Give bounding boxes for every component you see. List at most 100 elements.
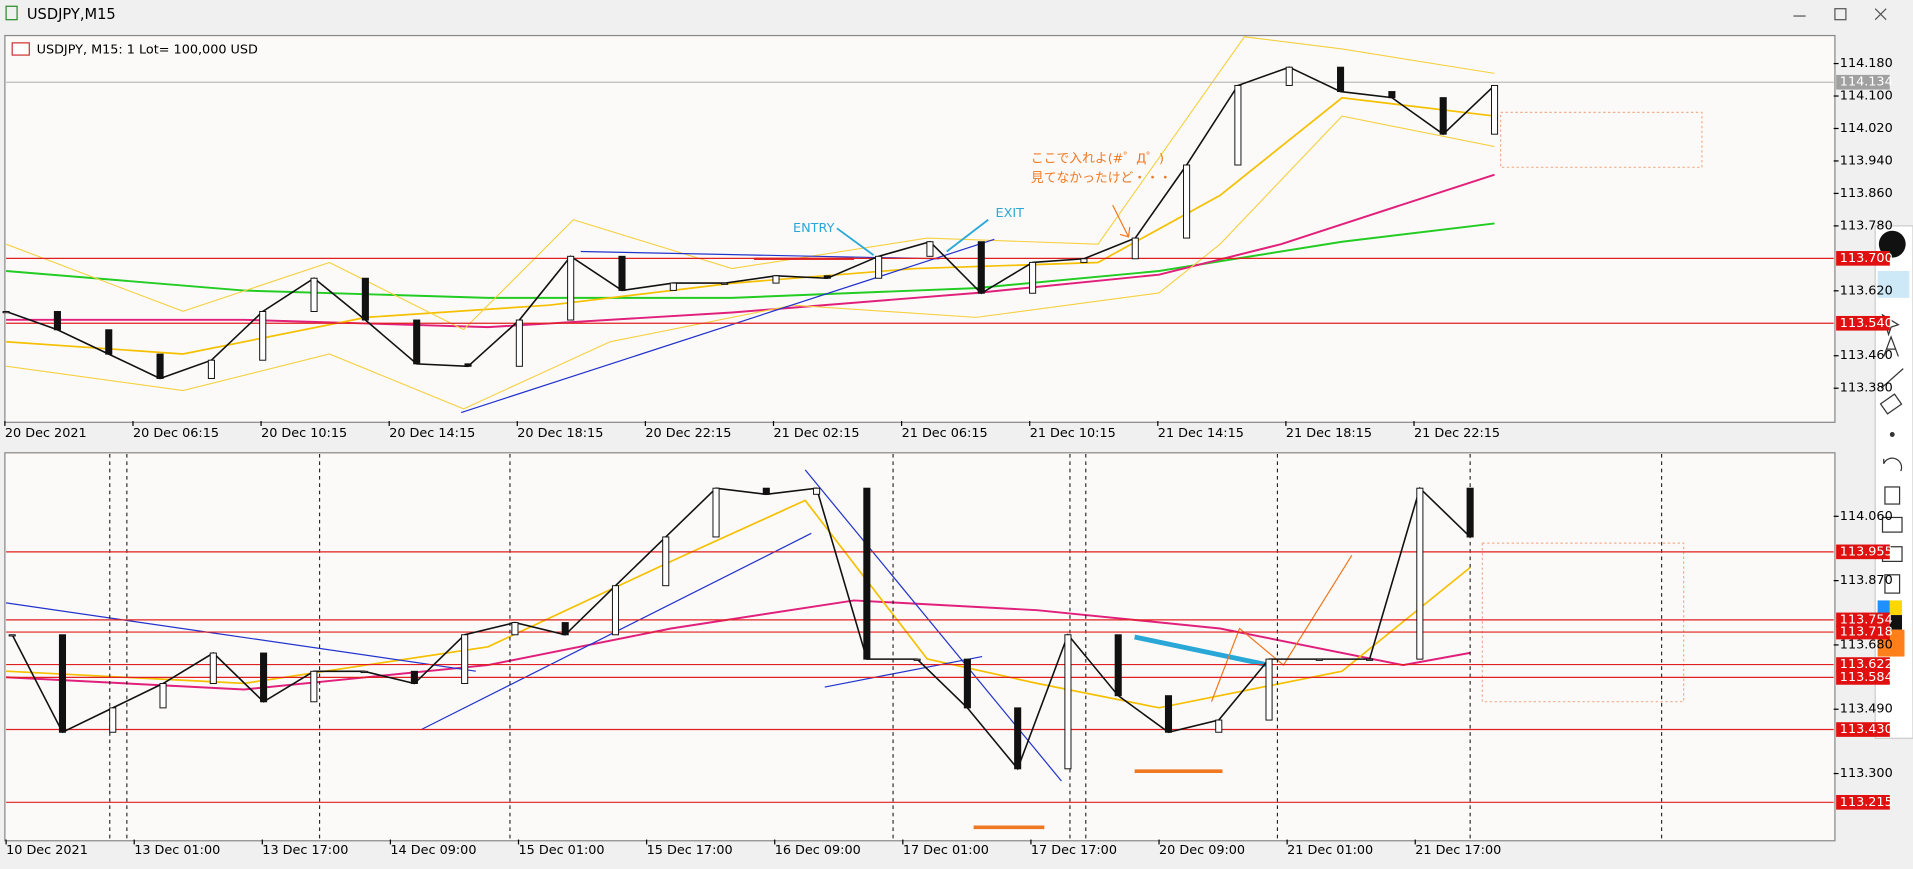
candle <box>260 652 268 703</box>
candle <box>1064 634 1072 770</box>
toolbar-delete[interactable] <box>1884 486 1901 505</box>
candle <box>1366 658 1374 661</box>
note-line: ここで入れよ(#゜Д゜) <box>1031 151 1164 166</box>
candle <box>207 359 215 379</box>
toolbar-undo[interactable] <box>1883 457 1903 472</box>
note-arrow <box>1112 204 1131 238</box>
x-tick-label: 20 Dec 22:15 <box>645 426 731 441</box>
candle <box>567 255 575 321</box>
candle <box>662 536 670 587</box>
level-label: 113.622 <box>1840 657 1893 672</box>
y-tick-label: 113.680 <box>1840 637 1893 652</box>
y-tick-label: 114.100 <box>1840 89 1893 104</box>
y-tick-label: 113.300 <box>1840 766 1893 781</box>
candle <box>310 670 318 703</box>
y-tick-label: 114.020 <box>1840 121 1893 136</box>
y-tick-label: 113.490 <box>1840 702 1893 717</box>
candle <box>1490 84 1499 135</box>
candle <box>863 487 871 660</box>
price-line <box>11 486 1471 771</box>
candle <box>1439 97 1447 135</box>
ma-green <box>6 222 1495 299</box>
drawing-toolbar <box>1874 225 1913 739</box>
toolbar-pin[interactable] <box>1878 230 1906 258</box>
x-tick-label: 20 Dec 06:15 <box>133 426 219 441</box>
current-price-tag <box>1836 74 1890 90</box>
x-tick-label: 21 Dec 18:15 <box>1286 426 1372 441</box>
level-tag <box>1836 624 1890 640</box>
candle <box>813 487 821 495</box>
candle <box>105 329 113 355</box>
candle <box>413 319 421 365</box>
level-label: 113.700 <box>1840 251 1893 266</box>
trend-line <box>824 655 983 688</box>
ma-magenta <box>6 173 1495 329</box>
candle <box>1014 707 1022 770</box>
x-tick-label: 20 Dec 18:15 <box>517 426 603 441</box>
toolbar-color[interactable] <box>1889 600 1903 616</box>
candle <box>209 652 217 684</box>
candle <box>611 585 620 636</box>
candle <box>159 683 167 709</box>
candle <box>1080 258 1088 263</box>
x-tick-label: 20 Dec 2021 <box>5 426 87 441</box>
toolbar-notes[interactable] <box>1884 574 1901 594</box>
toolbar-eye[interactable] <box>1877 271 1910 298</box>
y-tick-label: 114.060 <box>1840 509 1893 524</box>
toolbar-dot[interactable] <box>1889 432 1895 437</box>
x-tick-label: 10 Dec 2021 <box>6 843 88 858</box>
band-upper <box>5 36 1495 331</box>
toolbar-eraser[interactable] <box>1879 393 1903 415</box>
x-tick-label: 21 Dec 02:15 <box>773 426 859 441</box>
chart-header: USDJPY, M15: 1 Lot= 100,000 USD <box>37 43 258 58</box>
candle <box>360 670 368 674</box>
window-icon <box>5 5 18 21</box>
toolbar-line[interactable] <box>1880 368 1904 389</box>
ma-magenta <box>6 599 1471 691</box>
x-tick-label: 16 Dec 09:00 <box>775 843 861 858</box>
toolbar-print[interactable] <box>1881 516 1903 533</box>
candle <box>1466 487 1474 538</box>
candle <box>1114 634 1122 697</box>
price-line <box>5 66 1496 380</box>
ichimoku-cloud <box>1481 542 1685 703</box>
y-tick-label: 113.780 <box>1840 218 1893 233</box>
level-tag <box>1836 670 1890 685</box>
candle <box>109 707 117 733</box>
entry-arrow <box>836 227 875 256</box>
trend-line <box>6 602 476 672</box>
exit-arrow <box>946 219 989 253</box>
maximize-button[interactable] <box>1834 8 1847 21</box>
level-label: 113.718 <box>1840 625 1893 640</box>
candle <box>1131 237 1139 260</box>
x-tick-label: 21 Dec 06:15 <box>902 426 988 441</box>
candle <box>772 275 780 284</box>
level-tag <box>1836 722 1890 737</box>
candle <box>156 353 164 379</box>
candle <box>823 275 831 279</box>
candle <box>963 658 971 709</box>
candle <box>515 319 523 367</box>
candle <box>1416 487 1424 660</box>
window-title: USDJPY,M15 <box>27 6 116 23</box>
candle <box>8 634 16 637</box>
candle <box>913 658 921 661</box>
y-tick-label: 114.180 <box>1840 56 1893 71</box>
toolbar-color[interactable] <box>1889 615 1903 630</box>
close-button[interactable] <box>1874 8 1887 21</box>
y-tick-label: 113.870 <box>1840 573 1893 588</box>
y-tick-label: 113.620 <box>1840 283 1893 298</box>
x-tick-label: 21 Dec 22:15 <box>1414 426 1500 441</box>
toolbar-color[interactable] <box>1877 600 1890 616</box>
candle <box>1029 261 1037 294</box>
candle <box>926 241 934 257</box>
x-tick-label: 20 Dec 10:15 <box>261 426 347 441</box>
x-tick-label: 21 Dec 17:00 <box>1415 843 1501 858</box>
candle <box>58 634 67 733</box>
candle <box>762 487 770 495</box>
x-tick-label: 15 Dec 01:00 <box>519 843 605 858</box>
level-tag <box>1836 544 1890 560</box>
toolbar-text[interactable] <box>1883 335 1899 357</box>
